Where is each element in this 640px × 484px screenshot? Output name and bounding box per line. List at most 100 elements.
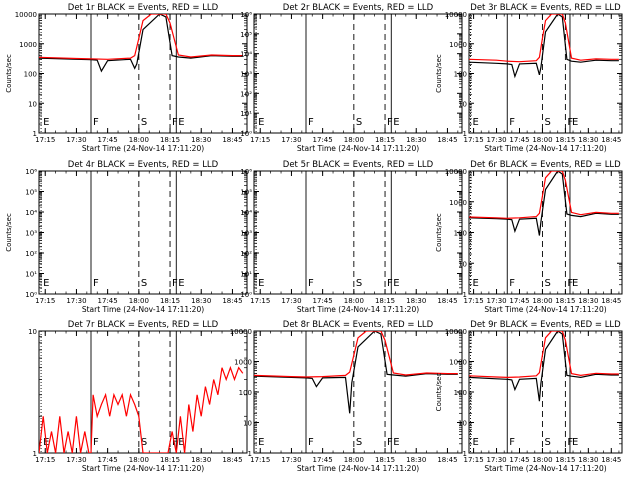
event-marker-label: F: [509, 437, 515, 448]
y-tick-label: 10: [28, 328, 37, 336]
event-marker-label: S: [544, 117, 550, 128]
x-tick-label: 18:00: [532, 297, 552, 305]
x-axis-label: Start Time (24-Nov-14 17:11:20): [297, 305, 419, 314]
y-tick-label: 10: [458, 260, 467, 268]
series-line-black-events: [469, 171, 619, 236]
y-tick-label: 10⁴: [25, 209, 37, 217]
x-tick-label: 17:30: [66, 297, 86, 305]
event-marker-label: E: [43, 117, 49, 128]
y-tick-label: 10⁶: [240, 168, 252, 176]
event-marker-label: E: [178, 117, 184, 128]
y-tick-label: 1: [463, 291, 467, 299]
y-tick-label: 1: [33, 130, 37, 138]
x-axis-label: Start Time (24-Nov-14 17:11:20): [484, 305, 606, 314]
x-axis-label: Start Time (24-Nov-14 17:11:20): [297, 144, 419, 153]
event-marker-label: E: [178, 437, 184, 448]
y-tick-label: 100: [454, 389, 467, 397]
x-tick-label: 17:30: [66, 136, 86, 144]
x-tick-label: 17:30: [486, 136, 506, 144]
x-tick-label: 17:45: [313, 297, 333, 305]
series-line-red-lld: [39, 14, 243, 60]
x-tick-label: 18:45: [222, 297, 242, 305]
y-axis-label: Counts/sec: [5, 213, 13, 252]
x-tick-label: 18:00: [129, 456, 149, 464]
x-tick-label: 18:15: [375, 297, 395, 305]
x-axis-label: Start Time (24-Nov-14 17:11:20): [484, 144, 606, 153]
x-tick-label: 18:45: [601, 456, 621, 464]
event-marker-label: F: [308, 278, 314, 289]
chart-panel: Det 8r BLACK = Events, RED = LLD 1 10 100 10…: [230, 320, 463, 473]
y-tick-label: 10⁵: [25, 189, 37, 197]
x-tick-label: 18:15: [375, 136, 395, 144]
y-tick-label: 10⁶: [25, 168, 37, 176]
x-tick-label: 18:00: [532, 456, 552, 464]
series-line-red-lld: [39, 365, 244, 453]
x-tick-label: 18:00: [129, 136, 149, 144]
series-line-black-events: [254, 331, 458, 414]
x-tick-label: 18:30: [578, 136, 598, 144]
y-tick-label: 10²: [25, 250, 37, 258]
chart-title: Det 3r BLACK = Events, RED = LLD: [470, 3, 621, 13]
y-tick-label: 10⁴: [240, 209, 252, 217]
y-tick-label: 10: [28, 100, 37, 108]
y-tick-label: 100: [454, 230, 467, 238]
series-line-red-lld: [469, 331, 619, 379]
series-line-black-events: [469, 14, 619, 79]
chart-panel: Det 2r BLACK = Events, RED = LLD 10⁰ 10¹ 10…: [240, 3, 463, 153]
x-tick-label: 17:15: [463, 456, 483, 464]
x-tick-label: 17:30: [486, 297, 506, 305]
chart-title: Det 8r BLACK = Events, RED = LLD: [283, 320, 434, 330]
y-axis-label: Counts/sec: [435, 373, 443, 412]
x-tick-label: 18:45: [222, 136, 242, 144]
x-tick-label: 18:30: [578, 297, 598, 305]
event-marker-label: S: [356, 278, 362, 289]
x-tick-label: 18:30: [406, 136, 426, 144]
event-marker-label: E: [393, 437, 399, 448]
event-marker-label: S: [356, 437, 362, 448]
event-marker-label: E: [572, 117, 578, 128]
y-tick-label: 10³: [25, 230, 37, 238]
x-tick-label: 17:30: [281, 297, 301, 305]
x-tick-label: 17:15: [250, 297, 270, 305]
x-tick-label: 17:30: [66, 456, 86, 464]
y-tick-label: 10³: [240, 230, 252, 238]
x-tick-label: 18:00: [129, 297, 149, 305]
y-tick-label: 10¹: [240, 271, 252, 279]
event-marker-label: E: [473, 437, 479, 448]
chart-panel: Det 3r BLACK = Events, RED = LLD 1 10 100 10…: [435, 3, 623, 153]
chart-title: Det 2r BLACK = Events, RED = LLD: [283, 3, 434, 13]
y-tick-label: 10: [458, 420, 467, 428]
event-marker-label: F: [308, 437, 314, 448]
y-tick-label: 1000: [449, 41, 467, 49]
x-tick-label: 18:00: [532, 136, 552, 144]
series-line-black-events: [469, 331, 619, 402]
event-marker-label: F: [172, 117, 178, 128]
event-marker-label: E: [473, 278, 479, 289]
event-marker-label: E: [393, 278, 399, 289]
y-axis-label: Counts/sec: [435, 54, 443, 93]
x-tick-label: 17:15: [250, 456, 270, 464]
x-tick-label: 18:45: [437, 456, 457, 464]
event-marker-label: E: [258, 278, 264, 289]
chart-panel: Det 7r BLACK = Events, RED = LLD 1 10 17:15…: [28, 320, 248, 473]
chart-panel: Det 6r BLACK = Events, RED = LLD 1 10 100 10…: [435, 160, 623, 314]
y-tick-label: 10⁴: [240, 51, 252, 59]
x-tick-label: 17:45: [98, 456, 118, 464]
plot-frame: [38, 330, 248, 454]
y-tick-label: 10⁰: [25, 291, 37, 299]
event-marker-label: S: [544, 278, 550, 289]
x-tick-label: 18:00: [344, 456, 364, 464]
event-marker-label: S: [141, 117, 147, 128]
event-marker-label: S: [356, 117, 362, 128]
event-marker-label: F: [93, 117, 99, 128]
x-tick-label: 18:00: [344, 136, 364, 144]
x-tick-label: 17:45: [313, 456, 333, 464]
event-marker-label: E: [258, 117, 264, 128]
chart-panel: Det 9r BLACK = Events, RED = LLD 1 10 100 10…: [435, 320, 623, 473]
x-tick-label: 17:15: [463, 136, 483, 144]
x-tick-label: 17:15: [35, 297, 55, 305]
y-tick-label: 10: [458, 100, 467, 108]
series-line-red-lld: [254, 331, 458, 378]
x-tick-label: 17:45: [313, 136, 333, 144]
